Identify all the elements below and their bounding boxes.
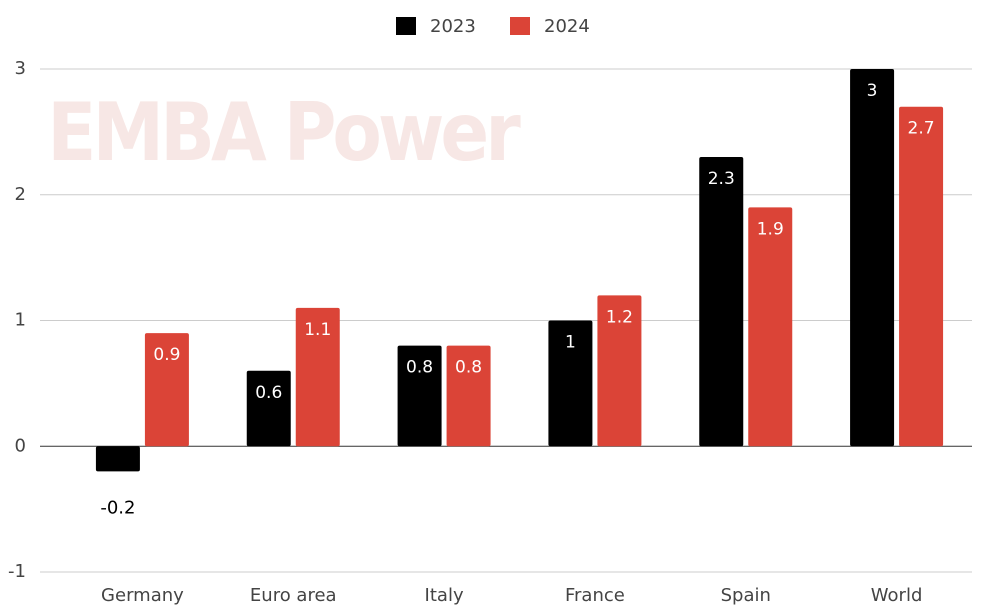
data-label: 3	[867, 81, 878, 101]
legend-label: 2024	[544, 16, 590, 37]
bar	[699, 157, 744, 447]
y-tick-label: 2	[15, 184, 26, 205]
y-tick-label: 1	[15, 310, 26, 331]
data-label: 0.6	[255, 383, 282, 403]
legend-swatch	[510, 17, 530, 35]
bar	[295, 307, 340, 447]
y-tick-label: 3	[15, 58, 26, 79]
bar	[597, 295, 642, 447]
data-label: 1.1	[304, 320, 331, 340]
data-label: 1	[565, 333, 576, 353]
x-tick-label: Italy	[425, 585, 464, 606]
bar	[850, 69, 895, 447]
bar	[548, 320, 593, 447]
data-label: 0.8	[406, 358, 433, 378]
x-tick-label: Euro area	[250, 585, 337, 606]
data-label: -0.2	[100, 497, 135, 518]
bar	[397, 345, 442, 447]
bar	[748, 207, 793, 447]
data-label: 0.8	[455, 358, 482, 378]
x-tick-label: France	[565, 585, 625, 606]
data-label: 1.2	[606, 307, 633, 327]
data-label: 2.3	[708, 169, 735, 189]
bar	[144, 333, 189, 447]
data-label: 2.7	[908, 119, 935, 139]
bar	[899, 106, 944, 447]
bar	[95, 446, 140, 472]
watermark: EMBA Power	[47, 86, 521, 179]
x-tick-label: World	[871, 585, 923, 606]
legend-swatch	[396, 17, 416, 35]
y-tick-label: -1	[8, 561, 26, 582]
bar	[446, 345, 491, 447]
x-tick-label: Spain	[721, 585, 771, 606]
data-label: 0.9	[153, 345, 180, 365]
y-tick-label: 0	[15, 435, 26, 456]
legend-label: 2023	[430, 16, 476, 37]
x-tick-label: Germany	[101, 585, 184, 606]
bar	[246, 370, 291, 447]
data-label: 1.9	[757, 219, 784, 239]
